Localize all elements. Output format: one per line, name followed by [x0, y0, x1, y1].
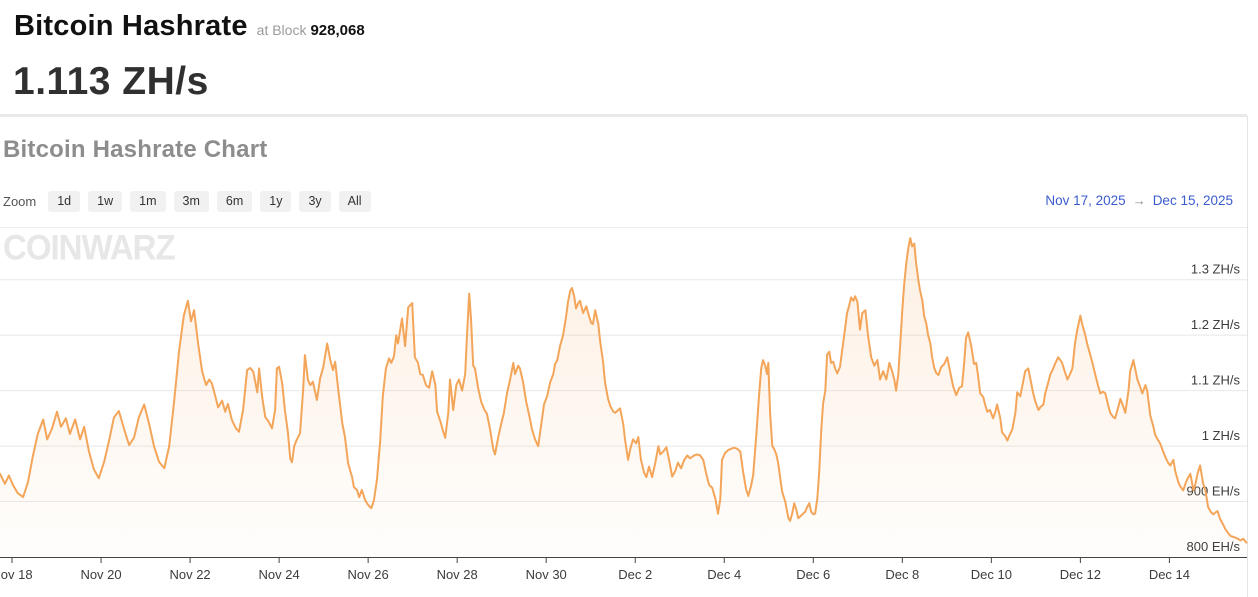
at-block-label: at Block	[256, 22, 307, 38]
page-header: Bitcoin Hashrate at Block 928,068	[14, 10, 365, 43]
x-axis-label-dec-4: Dec 4	[707, 567, 741, 582]
y-axis-label: 1.1 ZH/s	[1191, 373, 1241, 388]
x-axis-label-dec-8: Dec 8	[885, 567, 919, 582]
zoom-button-group: 1d 1w 1m 3m 6m 1y 3y All	[48, 190, 378, 212]
x-axis-label-nov-22: Nov 22	[169, 567, 210, 582]
x-axis-label-nov-28: Nov 28	[437, 567, 478, 582]
section-divider	[0, 114, 1247, 117]
zoom-button-all[interactable]: All	[338, 190, 371, 212]
chart-section-title: Bitcoin Hashrate Chart	[3, 136, 268, 163]
x-axis-label-dec-2: Dec 2	[618, 567, 652, 582]
date-range-start[interactable]: Nov 17, 2025	[1045, 193, 1126, 208]
page-title: Bitcoin Hashrate	[14, 10, 248, 42]
x-axis-label-dec-10: Dec 10	[971, 567, 1012, 582]
arrow-right-icon: →	[1132, 193, 1146, 208]
y-axis-label: 1.2 ZH/s	[1191, 317, 1241, 332]
hashrate-area-fill	[0, 238, 1247, 557]
current-hashrate-value: 1.113 ZH/s	[13, 60, 209, 103]
x-axis-label-nov-26: Nov 26	[348, 567, 389, 582]
x-axis-label-dec-6: Dec 6	[796, 567, 830, 582]
date-range-end[interactable]: Dec 15, 2025	[1152, 193, 1233, 208]
hashrate-line-series[interactable]	[0, 237, 1248, 544]
zoom-button-3m[interactable]: 3m	[173, 190, 209, 212]
zoom-button-1m[interactable]: 1m	[130, 190, 166, 212]
zoom-button-1d[interactable]: 1d	[48, 190, 81, 212]
zoom-label: Zoom	[3, 193, 37, 209]
x-axis-label-dec-14: Dec 14	[1149, 567, 1190, 582]
zoom-controls: Zoom 1d 1w 1m 3m 6m 1y 3y All	[3, 190, 379, 212]
zoom-button-3y[interactable]: 3y	[299, 190, 331, 212]
hashrate-chart[interactable]: 800 EH/s900 EH/s1 ZH/s1.1 ZH/s1.2 ZH/s1.…	[0, 227, 1258, 597]
date-range-picker[interactable]: Nov 17, 2025 → Dec 15, 2025	[1045, 193, 1233, 208]
zoom-button-1y[interactable]: 1y	[260, 190, 292, 212]
x-axis-label-dec-12: Dec 12	[1060, 567, 1101, 582]
y-axis-label: 1 ZH/s	[1202, 428, 1241, 443]
x-axis-label-nov-20: Nov 20	[80, 567, 121, 582]
y-axis-label: 1.3 ZH/s	[1191, 262, 1241, 277]
x-axis-label-nov-30: Nov 30	[526, 567, 567, 582]
x-axis-label-nov-24: Nov 24	[259, 567, 300, 582]
zoom-button-6m[interactable]: 6m	[216, 190, 253, 212]
card-right-border	[1247, 116, 1248, 597]
block-number: 928,068	[310, 22, 365, 39]
zoom-button-1w[interactable]: 1w	[88, 190, 123, 212]
x-axis-label-nov-18: Nov 18	[0, 567, 33, 582]
coinwarz-watermark-logo: COINWARZ	[3, 227, 176, 267]
